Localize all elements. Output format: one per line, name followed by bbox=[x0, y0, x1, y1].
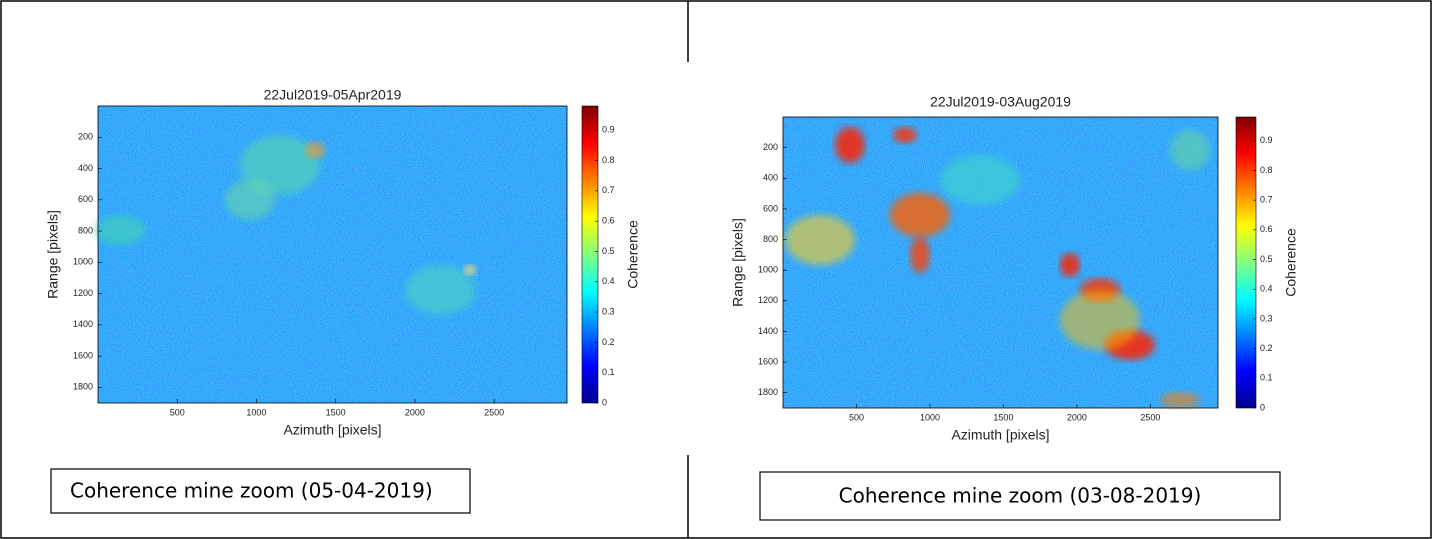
colorbar-tick-label: 0.7 bbox=[602, 185, 615, 195]
colorbar-tick-label: 0.2 bbox=[1260, 343, 1273, 353]
colorbar-tick-label: 0.4 bbox=[602, 276, 615, 286]
map-hotspot bbox=[95, 215, 145, 245]
colorbar-tick-label: 0.7 bbox=[1260, 195, 1273, 205]
page: 22Jul2019-05Apr2019500100015002000250020… bbox=[0, 0, 1432, 539]
map-hotspot bbox=[910, 237, 930, 273]
colorbar bbox=[1236, 117, 1256, 408]
colorbar-tick-label: 0.2 bbox=[602, 337, 615, 347]
colorbar-tick-label: 0.8 bbox=[602, 155, 615, 165]
colorbar bbox=[582, 106, 598, 403]
x-tick-label: 1000 bbox=[246, 407, 266, 417]
map-hotspot bbox=[785, 215, 855, 265]
map-hotspot bbox=[405, 265, 475, 315]
y-tick-label: 1000 bbox=[758, 265, 778, 275]
y-tick-label: 400 bbox=[763, 173, 778, 183]
x-axis-label: Azimuth [pixels] bbox=[283, 422, 381, 438]
x-tick-label: 1500 bbox=[326, 407, 346, 417]
map-hotspot bbox=[835, 127, 865, 163]
colorbar-tick-label: 0.9 bbox=[1260, 135, 1273, 145]
y-tick-label: 1000 bbox=[73, 257, 93, 267]
colorbar-tick-label: 0 bbox=[1260, 402, 1265, 412]
colorbar-tick-label: 0.6 bbox=[1260, 224, 1273, 234]
y-tick-label: 1600 bbox=[758, 356, 778, 366]
y-tick-label: 1400 bbox=[758, 326, 778, 336]
x-tick-label: 2000 bbox=[1067, 412, 1087, 422]
y-tick-label: 600 bbox=[763, 203, 778, 213]
map-hotspot bbox=[305, 142, 325, 158]
map-hotspot bbox=[893, 127, 917, 143]
x-tick-label: 500 bbox=[849, 412, 864, 422]
caption: Coherence mine zoom (05-04-2019) bbox=[70, 479, 433, 503]
document: 22Jul2019-05Apr2019500100015002000250020… bbox=[0, 0, 1432, 539]
map-hotspot bbox=[1060, 253, 1080, 277]
colorbar-tick-label: 0.3 bbox=[602, 306, 615, 316]
x-axis-label: Azimuth [pixels] bbox=[951, 427, 1049, 443]
x-tick-label: 1000 bbox=[920, 412, 940, 422]
x-tick-label: 1500 bbox=[993, 412, 1013, 422]
map-hotspot bbox=[1060, 290, 1140, 350]
map-hotspot bbox=[940, 155, 1020, 205]
x-tick-label: 500 bbox=[170, 407, 185, 417]
y-tick-label: 1200 bbox=[73, 288, 93, 298]
y-tick-label: 400 bbox=[78, 163, 93, 173]
colorbar-tick-label: 0.3 bbox=[1260, 313, 1273, 323]
map-hotspot bbox=[890, 193, 950, 237]
colorbar-tick-label: 0.5 bbox=[1260, 254, 1273, 264]
colorbar-tick-label: 0.4 bbox=[1260, 284, 1273, 294]
y-tick-label: 1800 bbox=[73, 382, 93, 392]
colorbar-label: Coherence bbox=[1283, 228, 1299, 297]
map-noise bbox=[98, 106, 567, 403]
colorbar-tick-label: 0.1 bbox=[1260, 373, 1273, 383]
y-tick-label: 200 bbox=[78, 132, 93, 142]
colorbar-tick-label: 0.5 bbox=[602, 246, 615, 256]
y-axis-label: Range [pixels] bbox=[730, 218, 746, 307]
map-hotspot bbox=[225, 180, 275, 220]
y-tick-label: 200 bbox=[763, 142, 778, 152]
y-axis-label: Range [pixels] bbox=[45, 210, 61, 299]
colorbar-tick-label: 0.1 bbox=[602, 367, 615, 377]
y-tick-label: 1600 bbox=[73, 350, 93, 360]
x-tick-label: 2500 bbox=[1140, 412, 1160, 422]
caption: Coherence mine zoom (03-08-2019) bbox=[839, 484, 1202, 508]
map-hotspot bbox=[1170, 130, 1210, 170]
y-tick-label: 800 bbox=[78, 225, 93, 235]
y-tick-label: 600 bbox=[78, 194, 93, 204]
plot-title: 22Jul2019-05Apr2019 bbox=[264, 87, 402, 103]
colorbar-label: Coherence bbox=[625, 220, 641, 289]
x-tick-label: 2000 bbox=[405, 407, 425, 417]
y-tick-label: 1400 bbox=[73, 319, 93, 329]
x-tick-label: 2500 bbox=[484, 407, 504, 417]
colorbar-tick-label: 0.8 bbox=[1260, 165, 1273, 175]
colorbar-tick-label: 0 bbox=[602, 397, 607, 407]
plot-title: 22Jul2019-03Aug2019 bbox=[930, 94, 1071, 110]
map-hotspot bbox=[1160, 392, 1200, 408]
colorbar-tick-label: 0.6 bbox=[602, 216, 615, 226]
colorbar-tick-label: 0.9 bbox=[602, 125, 615, 135]
map-hotspot bbox=[464, 265, 476, 275]
y-tick-label: 800 bbox=[763, 234, 778, 244]
y-tick-label: 1800 bbox=[758, 387, 778, 397]
y-tick-label: 1200 bbox=[758, 295, 778, 305]
